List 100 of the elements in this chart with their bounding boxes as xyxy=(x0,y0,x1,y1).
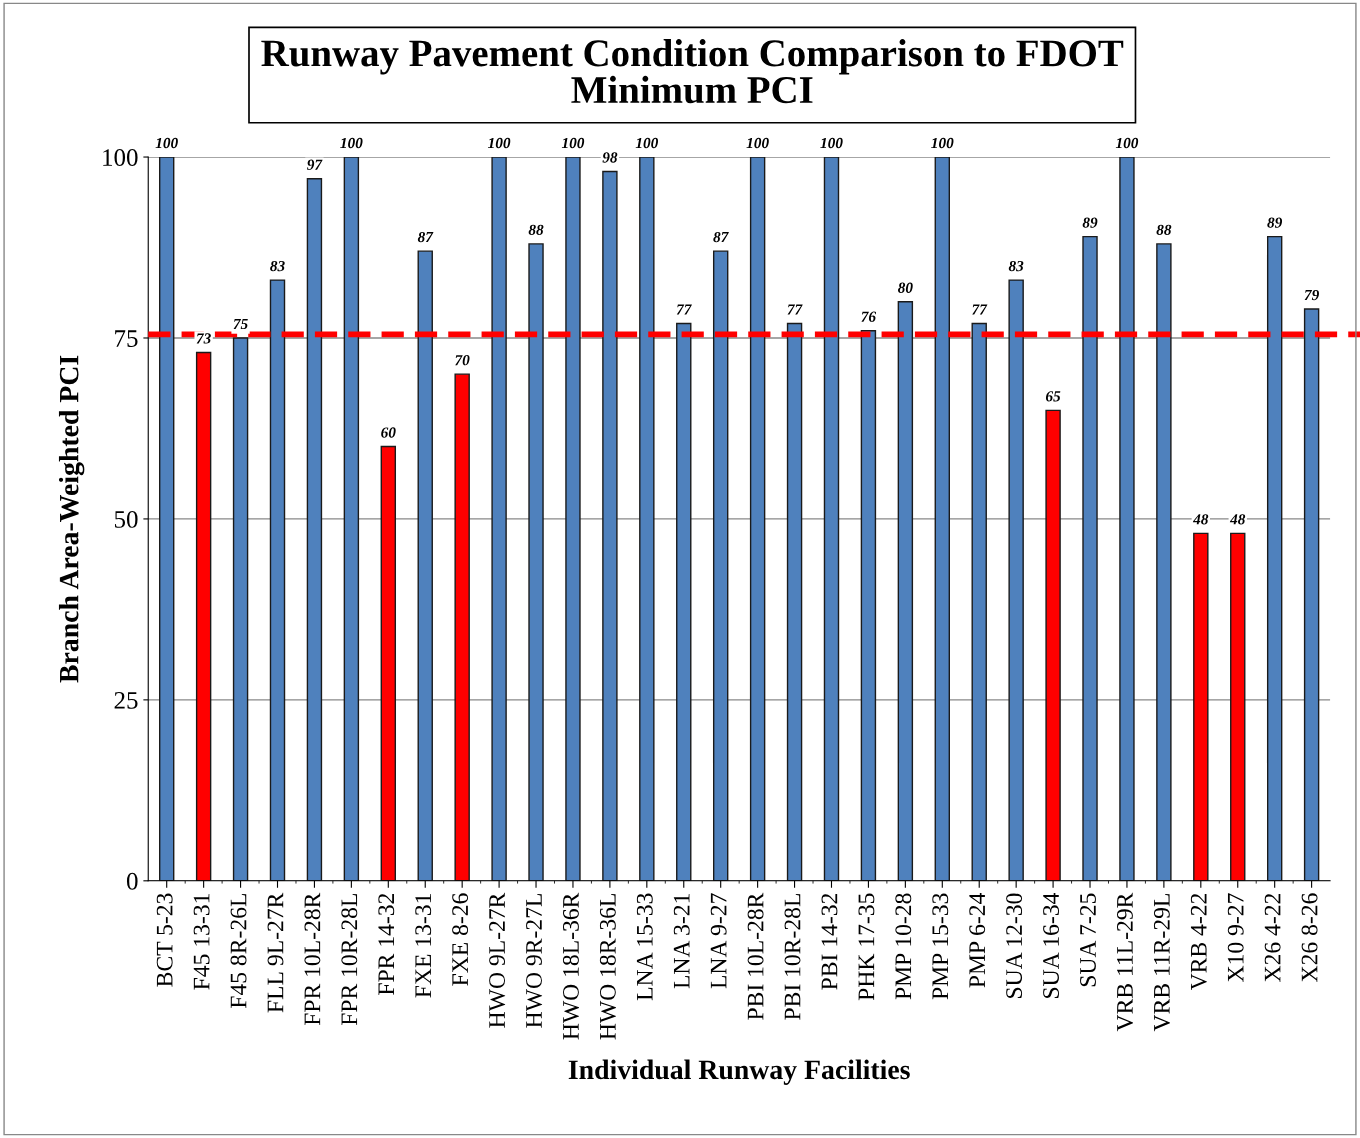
x-tick-label: LNA 9-27 xyxy=(710,893,727,989)
bar xyxy=(528,243,544,881)
x-tick-label: X10 9-27 xyxy=(1227,893,1244,982)
data-label: 77 xyxy=(972,304,988,315)
bar xyxy=(712,250,729,881)
x-tick-label: HWO 9R-27L xyxy=(526,894,543,1028)
x-tick-label: X26 8-26 xyxy=(1301,893,1318,982)
data-label: 100 xyxy=(340,137,363,149)
data-label: 100 xyxy=(635,137,659,149)
bar xyxy=(1230,532,1246,881)
bar xyxy=(934,157,951,881)
y-tick-label: 0 xyxy=(126,872,138,890)
data-label: 98 xyxy=(602,152,618,163)
data-label: 80 xyxy=(897,282,913,293)
x-tick-label: LNA 3-21 xyxy=(673,894,690,989)
bar xyxy=(639,157,655,881)
bar xyxy=(786,322,803,881)
x-tick-label: PMP 6-24 xyxy=(969,892,986,988)
bar xyxy=(1008,279,1024,881)
data-label: 48 xyxy=(1229,514,1246,525)
data-label: 76 xyxy=(861,311,877,322)
x-tick-label: F45 8R-26L xyxy=(230,894,247,1009)
data-label: 48 xyxy=(1192,514,1209,525)
x-tick-label: VRB 4-22 xyxy=(1190,893,1207,991)
bar xyxy=(1119,157,1135,881)
x-tick-label: HWO 18R-36L xyxy=(599,894,616,1040)
x-axis-title: Individual Runway Facilities xyxy=(568,1059,910,1085)
x-tick-label: FXE 8-26 xyxy=(452,893,469,986)
data-label: 65 xyxy=(1045,391,1061,402)
data-label: 100 xyxy=(820,137,843,149)
y-tick-label: 50 xyxy=(114,510,138,528)
bar xyxy=(454,373,470,881)
x-tick-label: VRB 11R-29L xyxy=(1153,894,1170,1032)
bar xyxy=(343,157,360,881)
x-tick-label: PMP 15-33 xyxy=(932,893,949,1000)
bar xyxy=(195,351,212,881)
y-tick-label: 75 xyxy=(115,330,138,347)
x-tick-label: X26 4-22 xyxy=(1264,893,1281,982)
data-label: 88 xyxy=(528,224,544,235)
bar xyxy=(860,330,877,881)
bar xyxy=(1156,243,1172,881)
x-tick-label: PBI 10R-28L xyxy=(784,894,801,1020)
bar xyxy=(158,157,175,881)
data-label: 77 xyxy=(676,304,692,315)
bar xyxy=(1082,235,1098,881)
x-tick-label: FLL 9L-27R xyxy=(267,892,284,1013)
bar xyxy=(823,157,840,881)
x-tick-label: PMP 10-28 xyxy=(895,893,912,1000)
x-tick-label: LNA 15-33 xyxy=(636,893,653,1001)
data-label: 100 xyxy=(155,137,178,149)
x-tick-label: SUA 7-25 xyxy=(1080,893,1096,987)
data-label: 87 xyxy=(417,231,434,243)
x-tick-label: FPR 10R-28L xyxy=(341,894,358,1026)
data-label: 89 xyxy=(1267,217,1283,228)
data-label: 60 xyxy=(381,427,396,438)
x-tick-label: VRB 11L-29R xyxy=(1116,892,1133,1032)
data-label: 89 xyxy=(1082,217,1098,228)
data-label: 100 xyxy=(488,137,511,149)
data-label: 87 xyxy=(713,231,729,243)
data-label: 100 xyxy=(746,137,769,149)
data-label: 83 xyxy=(270,260,285,272)
bar xyxy=(269,279,286,881)
x-tick-label: BCT 5-23 xyxy=(156,893,173,987)
bar xyxy=(1193,532,1209,881)
data-label: 100 xyxy=(931,137,954,149)
x-tick-label: HWO 9L-27R xyxy=(489,892,506,1028)
x-tick-label: FPR 10L-28R xyxy=(304,892,321,1026)
bar xyxy=(232,337,249,881)
x-tick-label: FXE 13-31 xyxy=(415,894,432,998)
bar xyxy=(417,250,433,881)
data-label: 75 xyxy=(233,318,248,330)
bar xyxy=(565,157,581,881)
bar xyxy=(1045,409,1061,881)
x-tick-label: SUA 12-30 xyxy=(1006,893,1023,998)
chart-title: Runway Pavement Condition Comparison to FDOT Minimum PCI xyxy=(261,39,1124,104)
bar xyxy=(491,157,507,881)
bar xyxy=(749,157,766,881)
bar xyxy=(306,178,323,881)
y-tick-label: 25 xyxy=(114,691,138,709)
bar xyxy=(971,322,987,881)
data-label: 83 xyxy=(1008,260,1024,272)
x-tick-label: F45 13-31 xyxy=(193,894,210,990)
x-tick-label: FPR 14-32 xyxy=(378,893,395,995)
x-tick-label: HWO 18L-36R xyxy=(562,892,579,1040)
x-tick-label: PHK 17-35 xyxy=(858,893,875,1001)
data-label: 79 xyxy=(1304,289,1319,301)
data-label: 100 xyxy=(561,137,585,149)
x-tick-label: PBI 10L-28R xyxy=(747,892,764,1020)
y-axis-title: Branch Area-Weighted PCI xyxy=(58,355,85,683)
x-tick-label: SUA 16-34 xyxy=(1043,892,1059,998)
bar xyxy=(602,170,618,881)
data-label: 77 xyxy=(787,304,803,315)
bar xyxy=(897,301,914,881)
bar xyxy=(1303,308,1320,881)
data-label: 73 xyxy=(196,333,211,344)
data-label: 97 xyxy=(307,159,323,170)
data-label: 100 xyxy=(1115,137,1139,149)
bar xyxy=(1266,235,1283,881)
x-tick-label: PBI 14-32 xyxy=(821,893,838,990)
y-tick-label: 100 xyxy=(103,149,138,166)
